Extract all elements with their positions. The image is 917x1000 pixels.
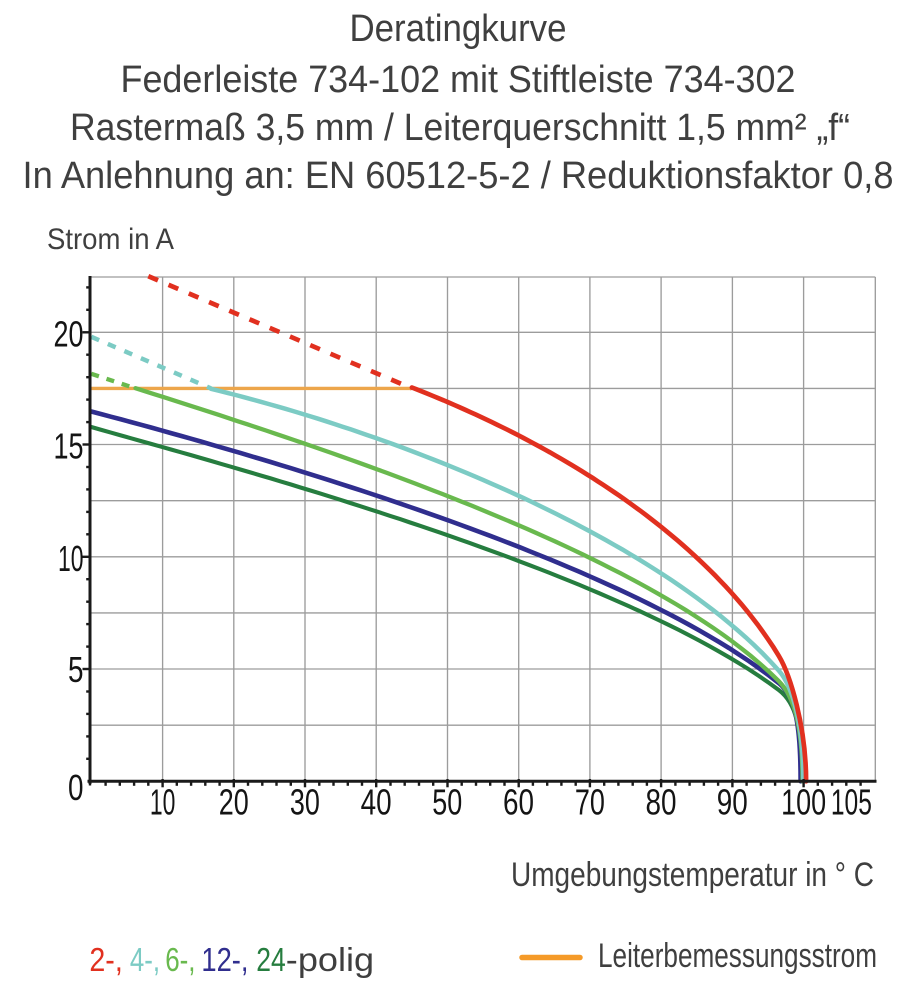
svg-text:2-,: 2-,	[89, 941, 122, 978]
svg-text:80: 80	[646, 782, 677, 823]
svg-text:4-,: 4-,	[130, 941, 160, 978]
svg-text:Deratingkurve: Deratingkurve	[350, 8, 567, 50]
svg-text:10: 10	[150, 782, 176, 823]
svg-text:60: 60	[503, 782, 534, 823]
svg-text:Strom in A: Strom in A	[47, 223, 174, 256]
svg-text:20: 20	[54, 313, 84, 354]
svg-text:70: 70	[575, 782, 605, 823]
svg-text:Umgebungstemperatur in ° C: Umgebungstemperatur in ° C	[511, 856, 874, 894]
svg-text:Federleiste 734-102 mit Stiftl: Federleiste 734-102 mit Stiftleiste 734-…	[121, 59, 796, 101]
svg-text:90: 90	[717, 782, 748, 823]
svg-text:5: 5	[68, 649, 84, 690]
svg-text:6-,: 6-,	[165, 941, 195, 978]
svg-text:10: 10	[58, 538, 84, 579]
svg-text:Leiterbemessungsstrom: Leiterbemessungsstrom	[598, 937, 877, 975]
svg-text:-polig: -polig	[286, 941, 374, 978]
svg-text:100: 100	[781, 782, 826, 823]
svg-text:Rastermaß 3,5 mm / Leiterquers: Rastermaß 3,5 mm / Leiterquerschnitt 1,5…	[70, 107, 850, 149]
svg-text:50: 50	[432, 782, 462, 823]
svg-text:15: 15	[54, 426, 84, 467]
svg-text:105: 105	[831, 782, 872, 823]
svg-text:24: 24	[256, 941, 286, 978]
svg-text:30: 30	[290, 782, 320, 823]
svg-text:40: 40	[361, 782, 392, 823]
svg-text:In Anlehnung an: EN 60512-5-2: In Anlehnung an: EN 60512-5-2 / Reduktio…	[23, 155, 894, 197]
svg-text:0: 0	[68, 767, 84, 808]
svg-text:20: 20	[219, 782, 249, 823]
svg-text:12-,: 12-,	[201, 941, 248, 978]
